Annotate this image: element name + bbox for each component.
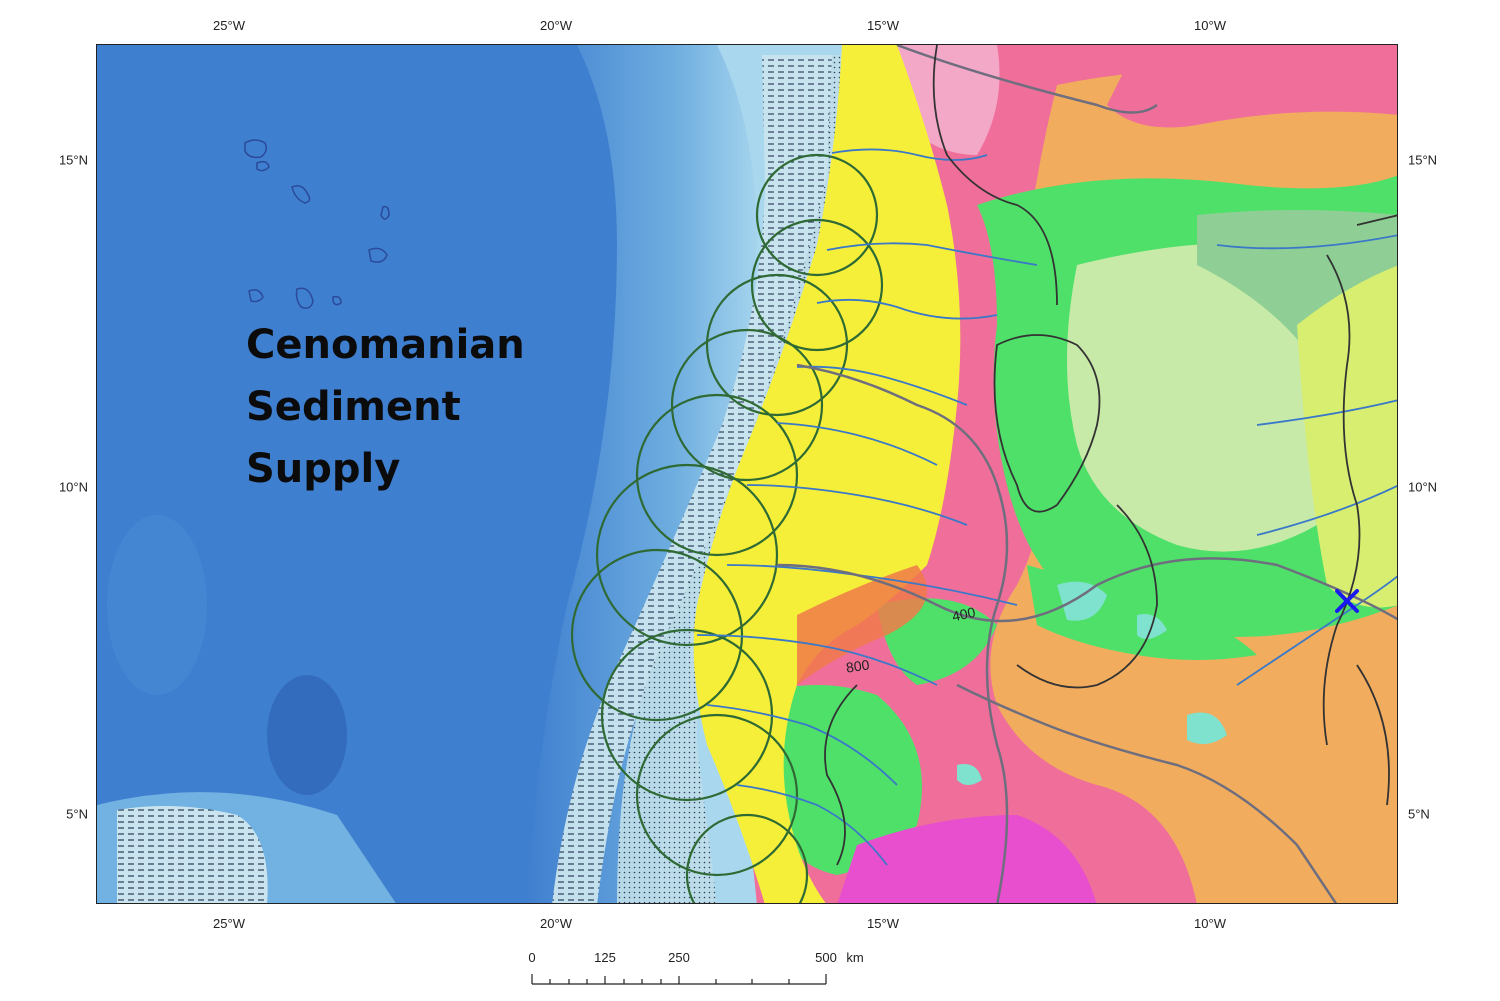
lon-label-bottom: 20°W bbox=[540, 916, 572, 931]
lat-label-left: 5°N bbox=[66, 806, 88, 822]
lon-label-top: 15°W bbox=[867, 18, 899, 33]
boundary-lines bbox=[776, 45, 1397, 903]
scale-label: 0 bbox=[528, 950, 536, 965]
map-title-line: Supply bbox=[246, 446, 401, 492]
lat-label-right: 10°N bbox=[1408, 479, 1438, 495]
lon-label-bottom: 15°W bbox=[867, 916, 899, 931]
orange-north bbox=[1107, 45, 1397, 128]
dashed-sediment-zone bbox=[552, 55, 834, 903]
dashed-sediment-sw bbox=[117, 806, 268, 903]
scale-label: 500 bbox=[815, 950, 837, 965]
abyssal-dark bbox=[267, 675, 347, 795]
lat-label-right: 5°N bbox=[1408, 806, 1430, 822]
dotted-sediment-zone bbox=[617, 55, 847, 903]
contour-label-800: 800 bbox=[845, 656, 871, 676]
lat-label-right: 15°N bbox=[1408, 152, 1438, 168]
yellow-sediment-belt bbox=[693, 45, 961, 903]
lat-label-left: 15°N bbox=[58, 152, 88, 168]
map-canvas bbox=[97, 45, 1397, 903]
geology-outlines bbox=[824, 45, 1397, 866]
island-outlines bbox=[244, 139, 390, 309]
x-marker bbox=[1335, 589, 1359, 613]
magenta-area bbox=[837, 815, 1097, 903]
green-coast-south bbox=[757, 685, 922, 875]
abyssal-dark bbox=[107, 515, 207, 695]
scale-label: 250 bbox=[668, 950, 690, 965]
pale-green-area bbox=[1067, 242, 1349, 552]
map-title-line: Sediment bbox=[246, 384, 461, 430]
map-title: Cenomanian Sediment Supply bbox=[246, 314, 525, 500]
scale-label: 125 bbox=[594, 950, 616, 965]
map-frame[interactable] bbox=[96, 44, 1398, 904]
scale-unit: km bbox=[846, 950, 864, 965]
lon-label-top: 20°W bbox=[540, 18, 572, 33]
lon-label-bottom: 10°W bbox=[1194, 916, 1226, 931]
light-green-east bbox=[1297, 265, 1397, 608]
lon-label-top: 25°W bbox=[213, 18, 245, 33]
lon-label-top: 10°W bbox=[1194, 18, 1226, 33]
lon-label-bottom: 25°W bbox=[213, 916, 245, 931]
orange-red-band bbox=[797, 565, 927, 685]
lat-label-left: 10°N bbox=[58, 479, 88, 495]
map-title-line: Cenomanian bbox=[246, 322, 525, 368]
